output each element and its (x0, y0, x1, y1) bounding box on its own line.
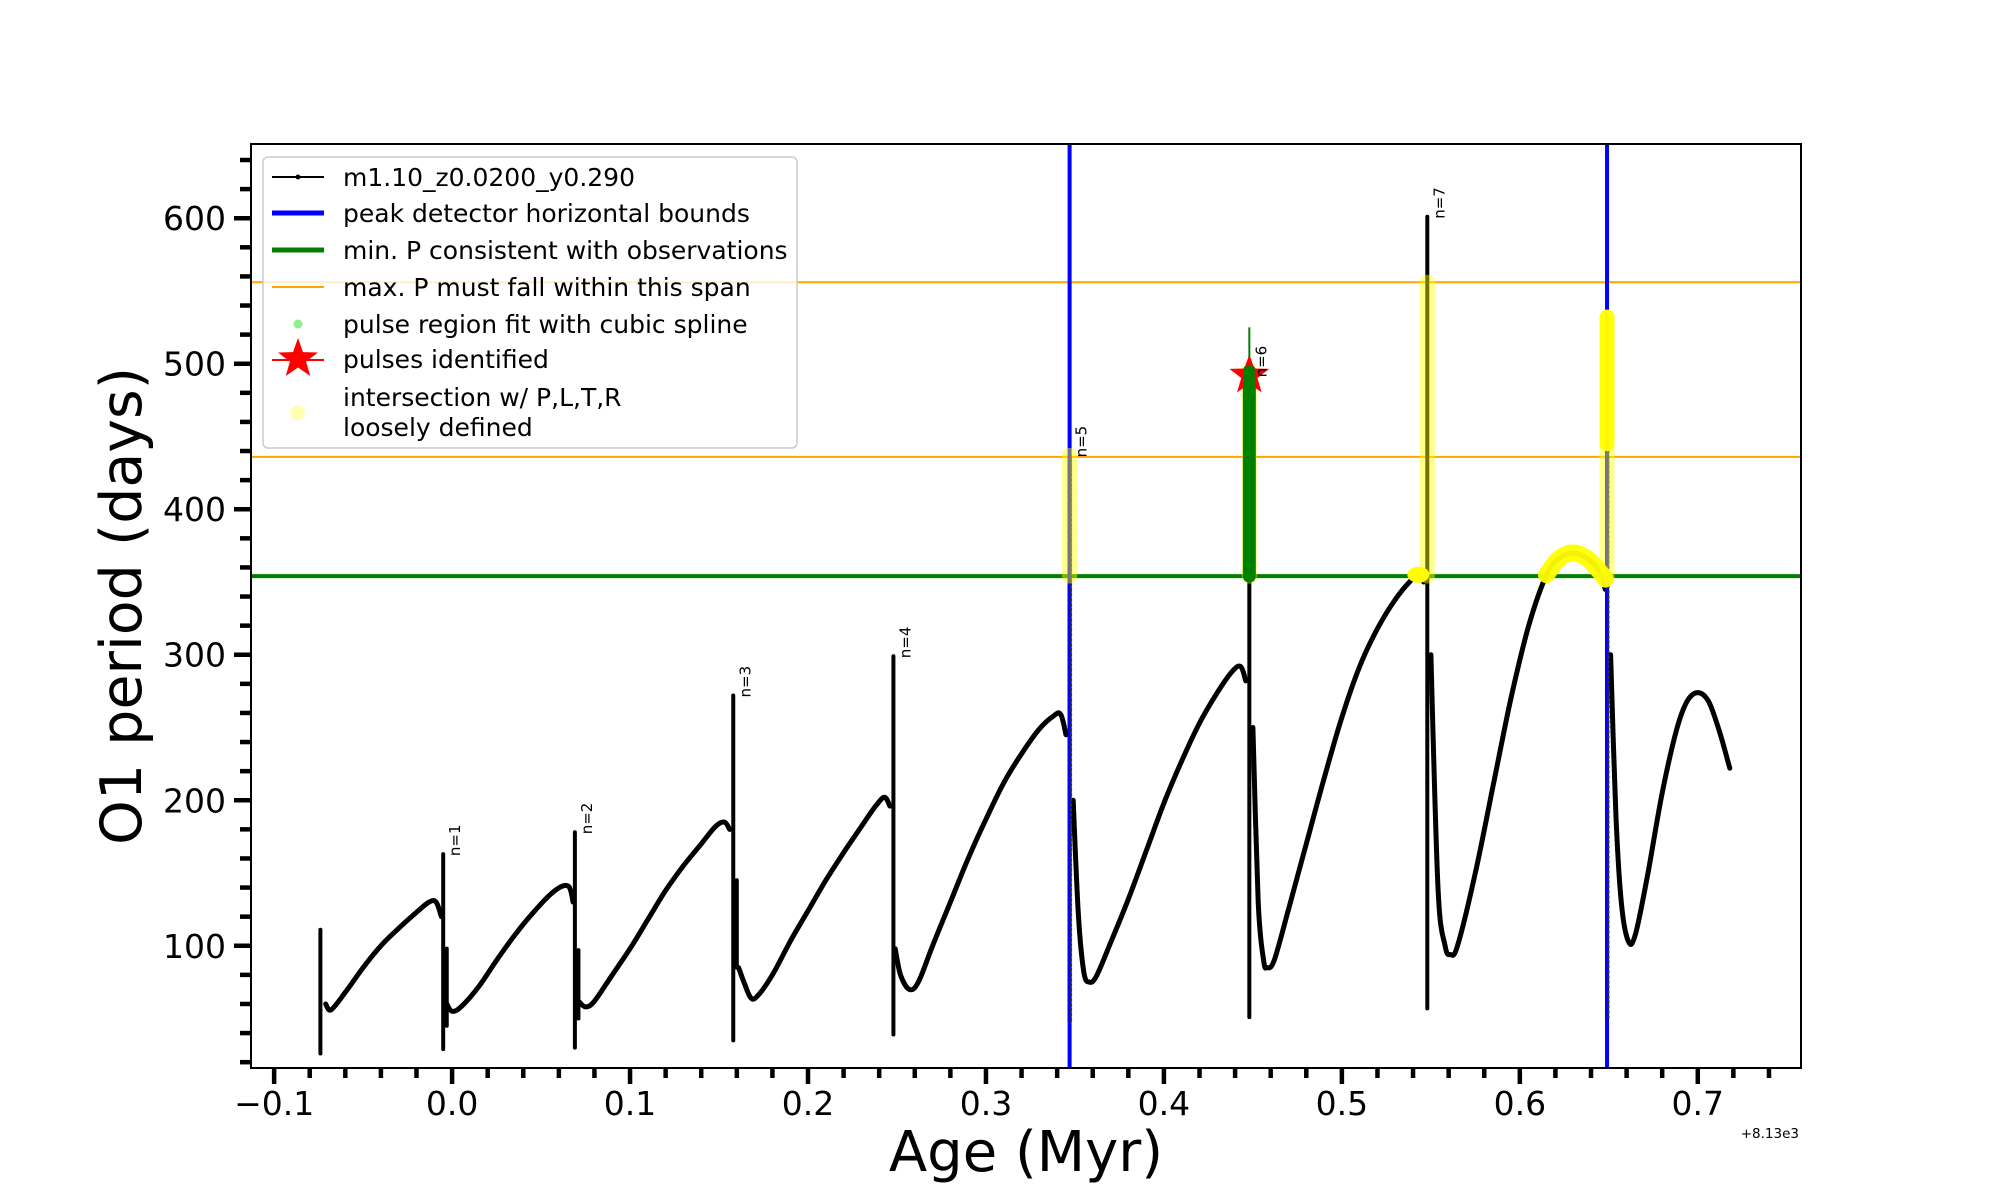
x-tick-label: 0.2 (782, 1084, 834, 1123)
pulse-label: n=4 (896, 627, 914, 659)
pulse-labels: n=1 n=2 n=3 n=4 n=5 n=6 n=7 (446, 187, 1448, 856)
x-tick-label: −0.1 (234, 1084, 314, 1123)
legend-box (262, 156, 798, 449)
pulses-identified (1229, 354, 1270, 413)
intersection-blob (1407, 566, 1430, 583)
pulse-label: n=5 (1073, 426, 1091, 458)
y-tick-label: 200 (163, 781, 226, 820)
legend-label: pulse region fit with cubic spline (343, 310, 748, 339)
curve-segment (323, 898, 444, 1013)
legend-label: min. P consistent with observations (343, 236, 788, 265)
curve-segment (1608, 652, 1733, 947)
plot-content: n=1 n=2 n=3 n=4 n=5 n=6 n=7 (251, 144, 1801, 1068)
legend-label: m1.10_z0.0200_y0.290 (343, 163, 635, 192)
y-tick-label: 300 (163, 636, 226, 675)
intersection-arc (1538, 544, 1614, 588)
curve-segment (1250, 572, 1427, 971)
curve-segment (892, 710, 1069, 993)
legend-star-icon (278, 338, 318, 376)
legend-label: peak detector horizontal bounds (343, 199, 750, 228)
y-tick-label: 400 (163, 490, 226, 529)
legend-label-line-2: loosely defined (343, 413, 533, 442)
legend-label-line-1: intersection w/ P,L,T,R (343, 383, 622, 412)
legend-entry-peak-detector: peak detector horizontal bounds (272, 199, 750, 228)
y-tick-label: 500 (163, 345, 226, 384)
x-tick-label: 0.5 (1316, 1084, 1368, 1123)
legend-circle-yellow-icon (290, 405, 306, 421)
x-tick-label: 0.0 (426, 1084, 478, 1123)
x-tick-label: 0.7 (1672, 1084, 1724, 1123)
y-axis-tick-labels: 100 200 300 400 500 600 (163, 199, 226, 966)
legend-entry-max-period: max. P must fall within this span (272, 273, 751, 302)
x-tick-label: 0.3 (960, 1084, 1012, 1123)
peak-detector-bounds (1067, 144, 1610, 1068)
x-axis-tick-labels: −0.1 0.0 0.1 0.2 0.3 0.4 0.5 0.6 0.7 (234, 1084, 1724, 1123)
curve-segment (1070, 663, 1249, 985)
plot-frame (250, 143, 1802, 1069)
y-axis-label: O1 period (days) (89, 367, 155, 845)
x-tick-label: 0.4 (1138, 1084, 1190, 1123)
x-tick-label: 0.1 (604, 1084, 656, 1123)
pulse-label: n=6 (1252, 346, 1270, 378)
legend-label: max. P must fall within this span (343, 273, 751, 302)
legend-entry-model: m1.10_z0.0200_y0.290 (272, 163, 635, 192)
pulse-label: n=7 (1430, 187, 1448, 219)
y-tick-label: 100 (163, 927, 226, 966)
legend-entry-spline: pulse region fit with cubic spline (293, 310, 748, 339)
legend-entry-intersection: intersection w/ P,L,T,R loosely defined (290, 383, 622, 442)
y-axis-ticks (234, 157, 251, 1065)
pulse-label: n=3 (736, 666, 754, 698)
x-tick-label: 0.6 (1494, 1084, 1546, 1123)
legend-dot-lightgreen-icon (293, 319, 303, 329)
legend: m1.10_z0.0200_y0.290 peak detector horiz… (262, 156, 798, 449)
x-axis-offset-label: +8.13e3 (1741, 1126, 1799, 1142)
legend-label: pulses identified (343, 345, 549, 374)
pulse-label: n=1 (446, 824, 464, 856)
curve-segment (575, 819, 733, 1010)
x-axis-label: Age (Myr) (889, 1120, 1163, 1185)
legend-dot-black-icon (295, 174, 301, 180)
legend-entry-min-period: min. P consistent with observations (272, 236, 788, 265)
curve-segment (736, 794, 893, 1002)
curve-segment (444, 882, 576, 1014)
pulse-label: n=2 (578, 803, 596, 835)
y-tick-label: 600 (163, 199, 226, 238)
legend-entry-pulses: pulses identified (272, 338, 549, 376)
x-axis-ticks (271, 1068, 1772, 1084)
